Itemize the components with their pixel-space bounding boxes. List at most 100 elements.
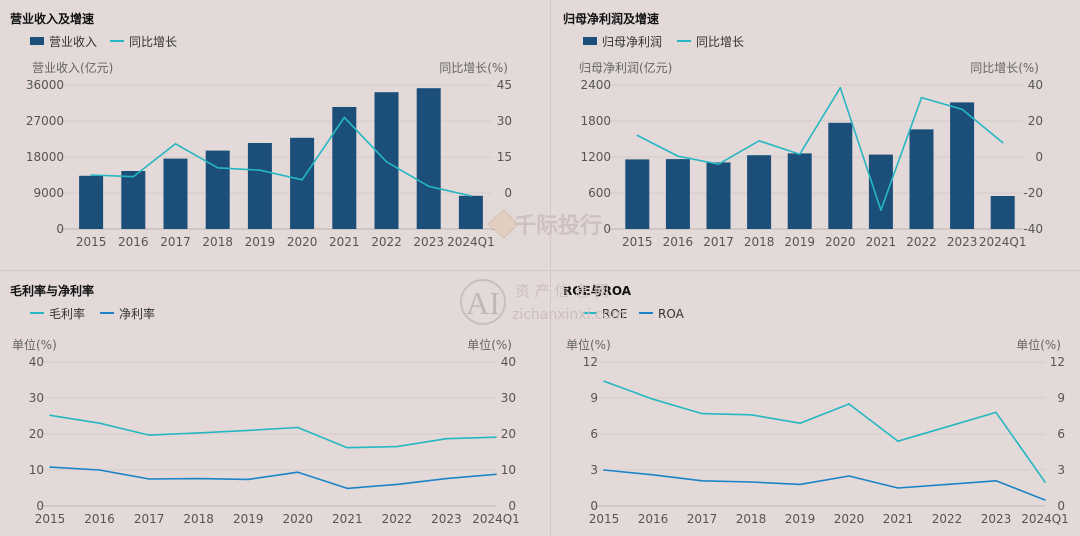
series-line-同比增长	[91, 116, 472, 197]
line-point	[216, 167, 219, 169]
x-tick-label: 2020	[287, 235, 318, 249]
x-tick-label: 2024Q1	[979, 235, 1027, 249]
line-point	[701, 480, 703, 482]
right-tick-label: 15	[497, 150, 512, 164]
x-tick-label: 2015	[76, 235, 107, 249]
x-tick-label: 2024Q1	[472, 512, 520, 526]
line-point	[946, 483, 948, 486]
left-axis-label: 归母净利润(亿元)	[579, 60, 672, 75]
line-point	[301, 179, 303, 181]
line-point	[495, 473, 497, 476]
x-tick-label: 2023	[981, 512, 1012, 526]
x-tick-label: 2021	[329, 235, 360, 249]
bar	[247, 143, 272, 229]
x-tick-label: 2023	[947, 235, 978, 249]
line-point	[848, 475, 850, 477]
line-point	[1001, 141, 1004, 144]
line-point	[798, 153, 801, 156]
line-point	[132, 175, 135, 178]
series-line-同比增长	[636, 86, 1004, 211]
x-tick-label: 2022	[371, 235, 402, 249]
line-point	[1044, 499, 1046, 501]
legend-label: 营业收入	[49, 35, 97, 49]
x-tick-label: 2018	[202, 235, 233, 249]
right-tick-label: 0	[1057, 499, 1065, 513]
right-tick-label: 10	[501, 463, 516, 477]
line-point	[880, 209, 882, 211]
x-tick-label: 2019	[784, 235, 815, 249]
series-line-毛利率	[49, 414, 497, 449]
chart-title: 毛利率与净利率	[10, 283, 94, 298]
right-tick-label: -15	[492, 222, 512, 236]
right-tick-label: 0	[508, 499, 516, 513]
line-point	[848, 403, 850, 405]
left-axis-label: 营业收入(亿元)	[32, 60, 113, 75]
x-tick-label: 2016	[663, 235, 694, 249]
series-line-净利率	[49, 466, 497, 490]
x-tick-label: 2021	[332, 512, 363, 526]
left-tick-label: 9	[590, 391, 598, 405]
line-point	[995, 480, 997, 482]
x-tick-label: 2018	[736, 512, 767, 526]
x-tick-label: 2021	[866, 235, 897, 249]
line-point	[603, 469, 605, 471]
line-point	[839, 86, 842, 89]
line-point	[346, 446, 349, 449]
x-tick-label: 2018	[183, 512, 214, 526]
x-tick-label: 2017	[703, 235, 734, 249]
left-tick-label: 30	[29, 391, 44, 405]
left-tick-label: 2400	[580, 78, 611, 92]
legend-label: ROA	[658, 307, 685, 321]
line-point	[750, 481, 752, 483]
chart-title: 归母净利润及增速	[563, 11, 659, 26]
right-axis-label: 单位(%)	[467, 337, 512, 352]
legend-label: 毛利率	[49, 306, 85, 321]
bar	[121, 171, 146, 229]
right-tick-label: 0	[504, 186, 512, 200]
line-point	[197, 477, 200, 480]
x-tick-label: 2020	[283, 512, 314, 526]
legend-label: 同比增长	[696, 35, 744, 49]
chart-title: ROE与ROA	[563, 284, 632, 298]
line-point	[174, 143, 177, 145]
bar	[950, 102, 975, 229]
legend-label: 净利率	[119, 306, 155, 321]
x-tick-label: 2022	[382, 512, 413, 526]
line-point	[49, 414, 51, 417]
line-point	[247, 429, 250, 432]
left-tick-label: 0	[56, 222, 64, 236]
line-point	[961, 108, 963, 111]
bar	[374, 92, 399, 229]
right-axis-label: 同比增长(%)	[970, 61, 1039, 75]
left-tick-label: 20	[29, 427, 44, 441]
bar	[625, 159, 650, 229]
line-point	[427, 185, 430, 188]
line-point	[343, 116, 346, 119]
legend-bar-swatch	[583, 37, 597, 45]
x-tick-label: 2024Q1	[1021, 512, 1069, 526]
bar	[665, 159, 690, 229]
line-point	[470, 195, 472, 197]
right-tick-label: 20	[1028, 114, 1043, 128]
x-tick-label: 2023	[413, 235, 444, 249]
net-profit-chart-panel: 归母净利润及增速 归母净利润 同比增长 归母净利润(亿元) 同比增长(%) 2400 40 1…	[553, 0, 1080, 268]
line-point	[385, 161, 388, 163]
right-tick-label: 30	[501, 391, 516, 405]
line-point	[396, 483, 398, 486]
left-tick-label: 36000	[26, 78, 64, 92]
line-point	[296, 471, 299, 473]
left-tick-label: 600	[588, 186, 611, 200]
x-tick-label: 2015	[589, 512, 620, 526]
line-point	[701, 412, 703, 415]
line-point	[758, 140, 760, 142]
line-point	[49, 466, 51, 468]
bar	[747, 155, 772, 229]
bar	[332, 107, 357, 229]
line-point	[920, 96, 923, 99]
line-point	[90, 174, 92, 176]
bar	[787, 153, 812, 229]
bar	[990, 196, 1015, 229]
